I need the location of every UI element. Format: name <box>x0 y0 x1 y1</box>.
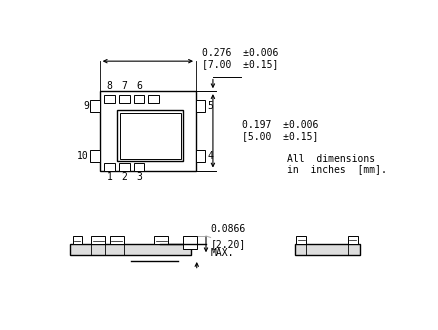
Text: 10: 10 <box>77 151 89 161</box>
Text: 3: 3 <box>136 172 142 182</box>
Bar <box>196 100 205 112</box>
Text: 4: 4 <box>208 151 213 161</box>
Text: in  inches  [mm].: in inches [mm]. <box>287 164 387 174</box>
Text: 8: 8 <box>107 81 113 91</box>
Bar <box>134 95 145 103</box>
Bar <box>119 163 130 171</box>
Bar <box>294 244 360 255</box>
Text: [7.00  ±0.15]: [7.00 ±0.15] <box>202 59 279 69</box>
Text: 0.0866: 0.0866 <box>211 224 246 234</box>
Text: 6: 6 <box>136 81 142 91</box>
Bar <box>91 236 105 244</box>
Bar <box>70 244 191 255</box>
Bar <box>117 111 183 161</box>
Text: [2.20]: [2.20] <box>211 240 246 249</box>
Text: All  dimensions: All dimensions <box>287 154 375 164</box>
Bar <box>134 163 145 171</box>
Bar <box>73 236 82 244</box>
Bar <box>196 150 205 162</box>
Bar <box>183 236 197 249</box>
Text: 0.276  ±0.006: 0.276 ±0.006 <box>202 49 279 58</box>
Text: [5.00  ±0.15]: [5.00 ±0.15] <box>242 131 318 141</box>
Bar <box>104 95 115 103</box>
Text: 5: 5 <box>208 101 213 111</box>
Text: 0.197  ±0.006: 0.197 ±0.006 <box>242 120 318 130</box>
Text: 1: 1 <box>107 172 113 182</box>
Bar <box>119 95 130 103</box>
Bar <box>148 95 159 103</box>
Bar <box>100 91 196 171</box>
Bar <box>104 163 115 171</box>
Bar <box>120 113 180 159</box>
Bar <box>155 236 168 244</box>
Bar <box>91 100 100 112</box>
Text: 2: 2 <box>121 172 127 182</box>
Text: 9: 9 <box>83 101 89 111</box>
Bar <box>348 236 358 244</box>
Bar <box>91 150 100 162</box>
Bar <box>296 236 306 244</box>
Bar <box>110 236 124 244</box>
Text: 7: 7 <box>121 81 127 91</box>
Text: MAX.: MAX. <box>211 248 234 258</box>
